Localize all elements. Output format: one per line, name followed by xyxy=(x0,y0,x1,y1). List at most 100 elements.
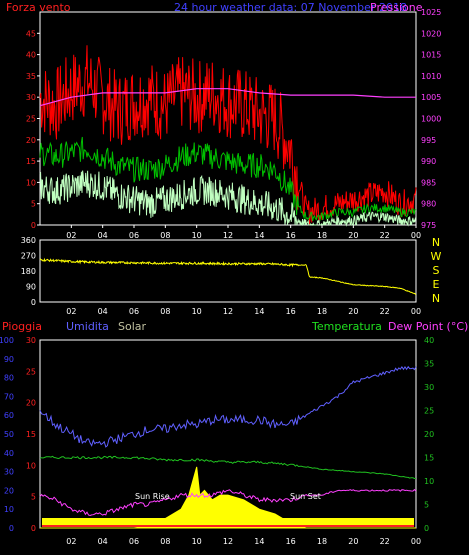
wind-x-tick: 22 xyxy=(380,231,390,240)
wind-x-tick: 10 xyxy=(192,231,202,240)
humidity-label: Umidita xyxy=(66,320,109,333)
wind-x-tick: 02 xyxy=(66,231,76,240)
direction-y-tick: 270 xyxy=(21,252,36,261)
pressure-y-tick: 980 xyxy=(421,200,436,209)
direction-x-tick: 16 xyxy=(286,307,296,316)
rain-y-tick: 10 xyxy=(4,505,14,514)
solar-base-band xyxy=(42,518,414,526)
direction-x-tick: 20 xyxy=(348,307,358,316)
multi-x-tick: 04 xyxy=(98,537,108,546)
rain-base-band xyxy=(42,525,414,527)
multi-x-tick: 14 xyxy=(254,537,264,546)
multi-x-tick: 12 xyxy=(223,537,233,546)
temperature-y-tick: 20 xyxy=(424,430,434,439)
wind-x-tick: 06 xyxy=(129,231,139,240)
direction-x-tick: 22 xyxy=(380,307,390,316)
wind-y-tick: 25 xyxy=(26,115,36,124)
rain-axis-label: Pioggia xyxy=(2,320,42,333)
humidity-y-tick: 25 xyxy=(26,367,36,376)
temperature-y-tick: 15 xyxy=(424,454,434,463)
rain-y-tick: 70 xyxy=(4,392,14,401)
rain-y-tick: 60 xyxy=(4,411,14,420)
panel-direction-frame xyxy=(39,239,417,303)
pressure-y-tick: 1010 xyxy=(421,72,441,81)
temperature-y-tick: 10 xyxy=(424,477,434,486)
pressure-series-line xyxy=(39,88,416,107)
chart-title: 24 hour weather data: 07 November 2018 xyxy=(174,1,407,14)
pressure-axis-label: Pressione xyxy=(370,1,423,14)
multi-x-tick: 02 xyxy=(66,537,76,546)
wind-x-tick: 12 xyxy=(223,231,233,240)
wind-y-tick: 0 xyxy=(31,221,36,230)
multi-x-tick: 08 xyxy=(160,537,170,546)
direction-x-tick: 04 xyxy=(98,307,108,316)
pressure-y-tick: 975 xyxy=(421,221,436,230)
multi-x-tick: 00 xyxy=(411,537,421,546)
rain-y-tick: 90 xyxy=(4,355,14,364)
multi-x-tick: 16 xyxy=(286,537,296,546)
wind-x-tick: 08 xyxy=(160,231,170,240)
wind-y-tick: 45 xyxy=(26,29,36,38)
pressure-y-tick: 1025 xyxy=(421,8,441,17)
multi-plot-area: 0 10 20 30 40 50 60 70 80 90 100 0 5 10 15 20 25 30 0 5 10 15… xyxy=(0,336,434,546)
pressure-y-tick: 985 xyxy=(421,178,436,187)
direction-x-tick: 02 xyxy=(66,307,76,316)
multi-x-tick: 20 xyxy=(348,537,358,546)
wind-y-tick: 5 xyxy=(31,200,36,209)
humidity-y-tick: 20 xyxy=(26,399,36,408)
rain-y-tick: 20 xyxy=(4,486,14,495)
rain-y-tick: 80 xyxy=(4,374,14,383)
sunrise-annotation: Sun Rise xyxy=(135,492,170,501)
wind-x-tick: 14 xyxy=(254,231,264,240)
rain-y-tick: 0 xyxy=(9,524,14,533)
direction-x-tick: 12 xyxy=(223,307,233,316)
humidity-y-tick: 15 xyxy=(26,430,36,439)
rain-y-tick: 50 xyxy=(4,430,14,439)
solar-label: Solar xyxy=(118,320,147,333)
direction-x-tick: 10 xyxy=(192,307,202,316)
humidity-series-line xyxy=(39,365,417,448)
direction-x-tick: 18 xyxy=(317,307,327,316)
dewpoint-series-line xyxy=(39,455,416,479)
compass-label: N xyxy=(432,236,440,249)
rain-y-tick: 30 xyxy=(4,468,14,477)
temperature-y-tick: 25 xyxy=(424,407,434,416)
pressure-y-tick: 995 xyxy=(421,136,436,145)
rain-y-tick: 40 xyxy=(4,449,14,458)
direction-y-tick: 180 xyxy=(21,267,36,276)
rain-y-tick: 100 xyxy=(0,336,14,345)
direction-x-tick: 14 xyxy=(254,307,264,316)
temperature-y-tick: 35 xyxy=(424,360,434,369)
wind-y-tick: 30 xyxy=(26,93,36,102)
compass-label: E xyxy=(433,278,440,291)
compass-label: N xyxy=(432,292,440,305)
humidity-y-tick: 5 xyxy=(31,493,36,502)
direction-y-tick: 90 xyxy=(26,283,36,292)
pressure-y-tick: 1020 xyxy=(421,29,441,38)
wind-y-tick: 35 xyxy=(26,72,36,81)
pressure-y-tick: 990 xyxy=(421,157,436,166)
temperature-y-tick: 30 xyxy=(424,383,434,392)
wind-x-tick: 16 xyxy=(286,231,296,240)
sunset-annotation: Sun Set xyxy=(290,492,321,501)
wind-plot-area: 0510152025303540459759809859909951000100… xyxy=(26,8,442,240)
pressure-y-tick: 1005 xyxy=(421,93,441,102)
humidity-y-tick: 30 xyxy=(26,336,36,345)
temperature-label: Temperatura xyxy=(311,320,382,333)
direction-x-tick: 08 xyxy=(160,307,170,316)
wind-x-tick: 00 xyxy=(411,231,421,240)
multi-x-tick: 10 xyxy=(192,537,202,546)
pressure-y-tick: 1015 xyxy=(421,51,441,60)
wind-x-tick: 18 xyxy=(317,231,327,240)
dewpoint-label: Dew Point (°C) xyxy=(388,320,468,333)
humidity-y-tick: 0 xyxy=(31,524,36,533)
temperature-y-tick: 5 xyxy=(424,501,429,510)
wind-y-tick: 40 xyxy=(26,51,36,60)
multi-x-tick: 18 xyxy=(317,537,327,546)
wind-x-tick: 20 xyxy=(348,231,358,240)
min-series-line xyxy=(39,170,417,227)
direction-series-line xyxy=(39,257,417,295)
temperature-y-tick: 0 xyxy=(424,524,429,533)
direction-y-tick: 0 xyxy=(31,298,36,307)
